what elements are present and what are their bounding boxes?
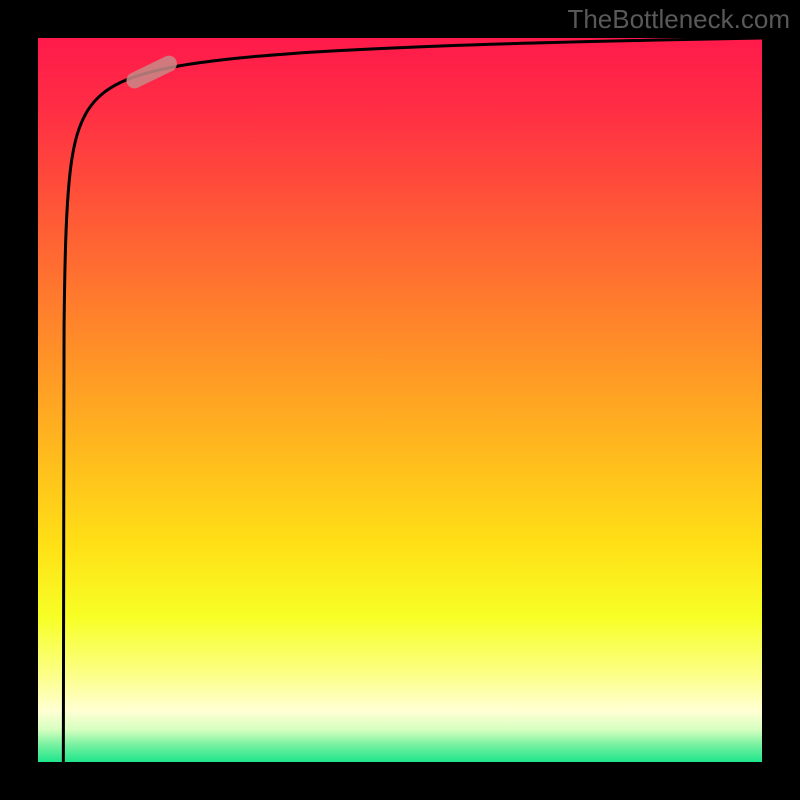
bottleneck-curve xyxy=(63,38,762,762)
chart-container: TheBottleneck.com xyxy=(0,0,800,800)
plot-area xyxy=(38,38,762,762)
watermark-text: TheBottleneck.com xyxy=(567,4,790,35)
curve-layer xyxy=(38,38,762,762)
highlight-pill xyxy=(124,53,180,91)
